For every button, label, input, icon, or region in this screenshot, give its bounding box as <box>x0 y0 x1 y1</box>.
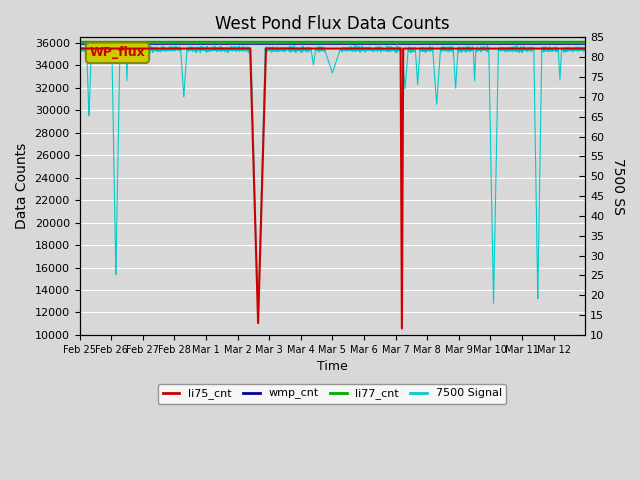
Text: WP_flux: WP_flux <box>90 46 145 59</box>
Y-axis label: Data Counts: Data Counts <box>15 143 29 229</box>
Y-axis label: 7500 SS: 7500 SS <box>611 158 625 215</box>
X-axis label: Time: Time <box>317 360 348 373</box>
Legend: li75_cnt, wmp_cnt, li77_cnt, 7500 Signal: li75_cnt, wmp_cnt, li77_cnt, 7500 Signal <box>158 384 506 404</box>
Title: West Pond Flux Data Counts: West Pond Flux Data Counts <box>215 15 450 33</box>
